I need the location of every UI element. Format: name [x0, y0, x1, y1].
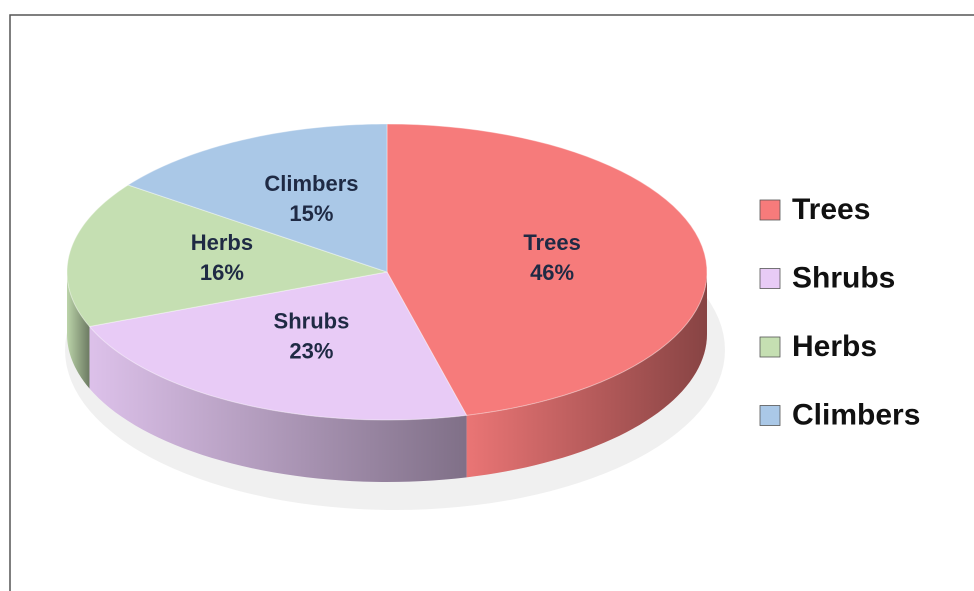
data-label-name: Herbs [191, 230, 253, 255]
legend-label: Herbs [792, 330, 877, 363]
data-label-name: Climbers [264, 171, 358, 196]
legend-label: Climbers [792, 398, 920, 431]
data-label-value: 23% [289, 338, 333, 363]
legend-swatch [759, 199, 781, 221]
legend-label: Trees [792, 193, 870, 226]
legend-swatch [759, 405, 781, 426]
slice [88, 271, 468, 421]
legend-label: Shrubs [792, 261, 895, 294]
slice-side-shade [67, 272, 90, 389]
data-label-value: 15% [289, 201, 333, 226]
data-label-value: 46% [530, 260, 574, 285]
data-label-name: Shrubs [274, 308, 350, 333]
data-label-name: Trees [523, 230, 581, 255]
data-label-value: 16% [200, 260, 244, 285]
slice [66, 184, 388, 328]
slice [126, 123, 388, 273]
legend-swatch [759, 336, 781, 358]
slice-side-shade [466, 272, 707, 478]
slice [386, 123, 708, 416]
legend-swatch [759, 268, 781, 289]
slice-side-shade [89, 326, 467, 482]
